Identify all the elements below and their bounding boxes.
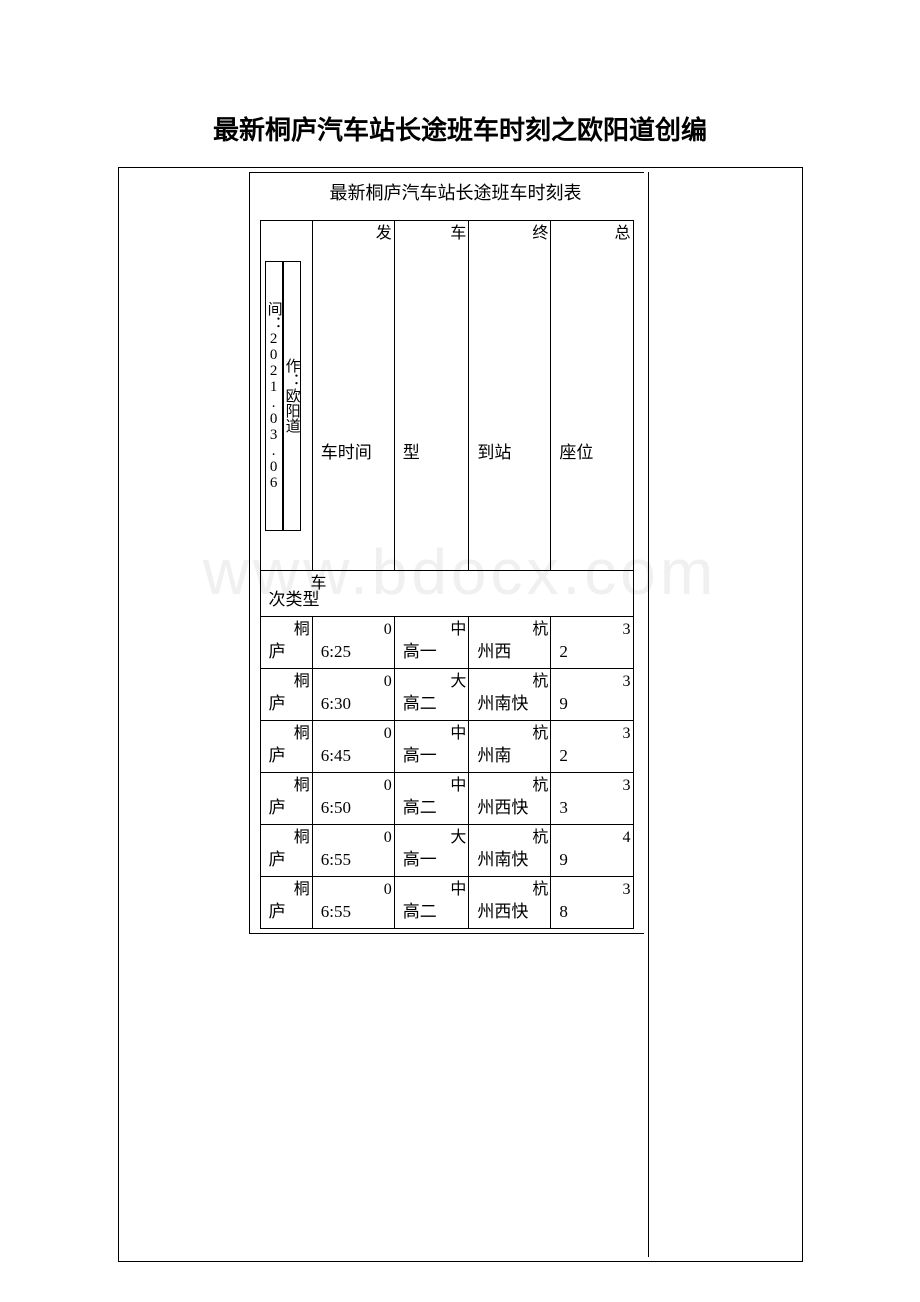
cell-seats: 38 [551,876,633,928]
cell-seats: 49 [551,824,633,876]
header-seats: 总 座位 [551,221,633,571]
cell-station: 桐庐 [260,876,312,928]
meta-author: 作：欧阳道 [283,261,301,531]
table-row: 桐庐 06:45 中高一 杭州南 32 [260,721,633,773]
cell-time: 06:25 [312,617,394,669]
cell-station: 桐庐 [260,721,312,773]
page-title: 最新桐庐汽车站长途班车时刻之欧阳道创编 [0,0,920,167]
header-meta-cell: 间：2021.03.06 作：欧阳道 [260,221,312,571]
cell-dest: 杭州南 [469,721,551,773]
meta-time: 间：2021.03.06 [265,261,283,531]
cell-seats: 32 [551,617,633,669]
inner-title: 最新桐庐汽车站长途班车时刻表 [260,181,634,206]
cell-dest: 杭州南快 [469,824,551,876]
table-row: 桐庐 06:50 中高二 杭州西快 33 [260,772,633,824]
cell-time: 06:55 [312,824,394,876]
cell-station: 桐庐 [260,617,312,669]
cell-type: 中高一 [394,617,469,669]
header-depart-time: 发 车时间 [312,221,394,571]
table-row: 桐庐 06:30 大高二 杭州南快 39 [260,669,633,721]
table-row: 桐庐 06:55 大高一 杭州南快 49 [260,824,633,876]
cell-time: 06:45 [312,721,394,773]
cell-station: 桐庐 [260,824,312,876]
cell-dest: 杭州西快 [469,876,551,928]
cell-type: 中高二 [394,772,469,824]
inner-box: 最新桐庐汽车站长途班车时刻表 间：2021.03.06 作：欧阳道 发 车时间 [249,172,644,934]
cell-type: 中高一 [394,721,469,773]
cell-type: 中高二 [394,876,469,928]
cell-type: 大高一 [394,824,469,876]
table-row: 桐庐 06:25 中高一 杭州西 32 [260,617,633,669]
cell-time: 06:50 [312,772,394,824]
cell-dest: 杭州西快 [469,772,551,824]
cell-time: 06:55 [312,876,394,928]
schedule-table: 间：2021.03.06 作：欧阳道 发 车时间 车 型 终 到站 [260,220,634,929]
cell-time: 06:30 [312,669,394,721]
outer-frame: 最新桐庐汽车站长途班车时刻表 间：2021.03.06 作：欧阳道 发 车时间 [118,167,803,1262]
table-row-triptype: 车 次类型 [260,571,633,617]
cell-dest: 杭州西 [469,617,551,669]
cell-dest: 杭州南快 [469,669,551,721]
cell-type: 大高二 [394,669,469,721]
header-vehicle-type: 车 型 [394,221,469,571]
cell-seats: 33 [551,772,633,824]
cell-seats: 39 [551,669,633,721]
cell-station: 桐庐 [260,669,312,721]
divider [648,172,649,1257]
trip-type-cell: 车 次类型 [260,571,633,617]
cell-seats: 32 [551,721,633,773]
subtitle-wrap: 最新桐庐汽车站长途班车时刻表 [250,181,644,220]
header-arrive-station: 终 到站 [469,221,551,571]
table-row: 桐庐 06:55 中高二 杭州西快 38 [260,876,633,928]
document-content: 最新桐庐汽车站长途班车时刻之欧阳道创编 最新桐庐汽车站长途班车时刻表 间：202… [0,0,920,1262]
cell-station: 桐庐 [260,772,312,824]
